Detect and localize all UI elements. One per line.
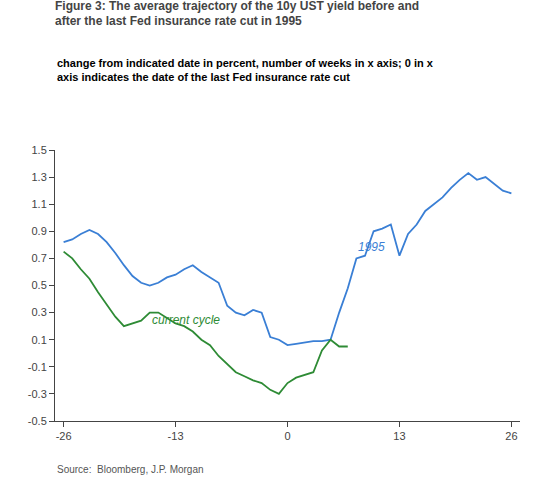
svg-text:Source: Bloomberg, J.P. Morga: Source: Bloomberg, J.P. Morgan: [57, 464, 204, 475]
svg-text:-26: -26: [56, 430, 72, 442]
svg-text:1.1: 1.1: [32, 198, 47, 210]
svg-text:0.3: 0.3: [32, 306, 47, 318]
svg-text:1.3: 1.3: [32, 171, 47, 183]
svg-text:1.5: 1.5: [32, 144, 47, 156]
svg-text:13: 13: [393, 430, 405, 442]
svg-text:0.1: 0.1: [32, 334, 47, 346]
svg-text:current cycle: current cycle: [152, 313, 220, 327]
svg-text:-13: -13: [168, 430, 184, 442]
svg-text:-0.5: -0.5: [28, 415, 47, 427]
svg-text:-0.1: -0.1: [28, 361, 47, 373]
svg-text:0.9: 0.9: [32, 225, 47, 237]
svg-text:change from indicated date in: change from indicated date in percent, n…: [57, 57, 434, 83]
svg-text:1995: 1995: [358, 240, 385, 254]
svg-text:0.7: 0.7: [32, 252, 47, 264]
svg-text:26: 26: [505, 430, 517, 442]
svg-text:-0.3: -0.3: [28, 388, 47, 400]
svg-text:Figure 3: The average trajecto: Figure 3: The average trajectory of the …: [55, 0, 419, 28]
svg-text:0: 0: [284, 430, 290, 442]
svg-text:0.5: 0.5: [32, 279, 47, 291]
